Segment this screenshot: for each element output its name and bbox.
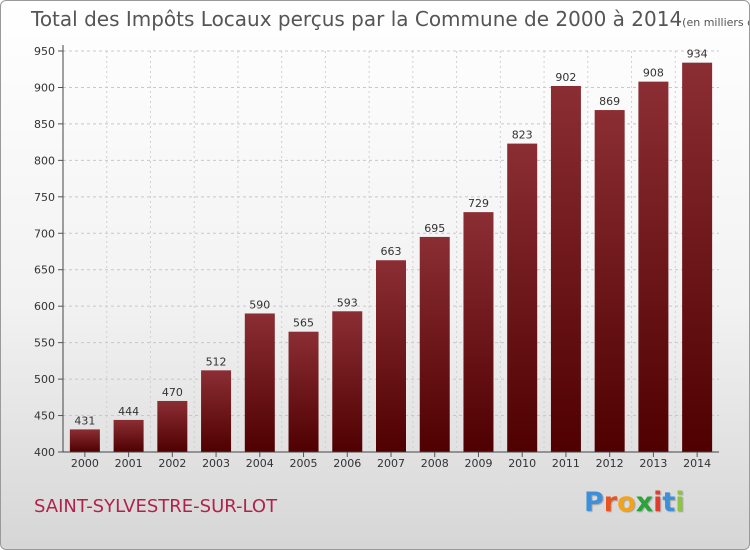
- bar-value-label: 729: [468, 197, 489, 210]
- bar: [594, 110, 625, 452]
- bar: [682, 62, 713, 452]
- logo-letter: r: [603, 487, 618, 518]
- logo-letter: o: [617, 487, 636, 518]
- bar-value-label: 908: [643, 67, 664, 80]
- x-tick-label: 2006: [333, 457, 361, 470]
- x-tick-label: 2001: [115, 457, 143, 470]
- bar-value-label: 934: [687, 48, 708, 61]
- x-tick-label: 2012: [596, 457, 624, 470]
- bar: [638, 81, 669, 452]
- bars: 431 444 470 512 590 565 593 663 695 729 823 902 869 9…: [69, 48, 713, 452]
- bar: [332, 311, 363, 452]
- x-tick-label: 2007: [377, 457, 405, 470]
- bar-value-label: 902: [555, 71, 576, 84]
- bar: [244, 313, 275, 452]
- bar-value-label: 512: [206, 355, 227, 368]
- bar-value-label: 593: [337, 296, 358, 309]
- chart-title-unit: (en milliers d'€): [682, 16, 749, 29]
- bar-value-label: 590: [249, 298, 270, 311]
- x-tick-label: 2013: [639, 457, 667, 470]
- bar-value-label: 444: [118, 405, 139, 418]
- bar: [419, 236, 450, 452]
- proxiti-logo: Proxiti: [584, 487, 685, 518]
- x-tick-label: 2003: [202, 457, 230, 470]
- logo-letter: i: [675, 487, 685, 518]
- bar-value-label: 663: [381, 245, 402, 258]
- x-tick-label: 2004: [246, 457, 274, 470]
- bar: [157, 400, 188, 452]
- logo-letter: P: [584, 487, 604, 518]
- x-tick-label: 2011: [552, 457, 580, 470]
- y-tick-label: 550: [34, 337, 55, 350]
- y-tick-label: 700: [34, 227, 55, 240]
- chart-title: Total des Impôts Locaux perçus par la Co…: [31, 7, 749, 31]
- bar-value-label: 431: [74, 414, 95, 427]
- y-tick-label: 950: [34, 45, 55, 58]
- bar-value-label: 823: [512, 129, 533, 142]
- y-tick-label: 650: [34, 264, 55, 277]
- bar: [507, 143, 538, 452]
- bar: [463, 212, 494, 452]
- logo-letter: x: [635, 487, 654, 518]
- x-tick-label: 2014: [683, 457, 711, 470]
- bar: [201, 370, 232, 452]
- bar-value-label: 470: [162, 386, 183, 399]
- axes: 400 450 500 550 600 650 700 750 800 850 900 950 2000…: [34, 45, 719, 470]
- y-tick-label: 800: [34, 154, 55, 167]
- x-tick-label: 2005: [290, 457, 318, 470]
- y-tick-label: 450: [34, 410, 55, 423]
- bar: [69, 429, 100, 452]
- chart-title-text: Total des Impôts Locaux perçus par la Co…: [31, 7, 683, 31]
- y-tick-label: 900: [34, 81, 55, 94]
- y-tick-label: 500: [34, 373, 55, 386]
- x-tick-label: 2000: [71, 457, 99, 470]
- y-tick-label: 850: [34, 118, 55, 131]
- bar-value-label: 869: [599, 95, 620, 108]
- x-tick-label: 2002: [158, 457, 186, 470]
- y-tick-label: 600: [34, 300, 55, 313]
- bar-value-label: 695: [424, 222, 445, 235]
- logo-letter: t: [662, 487, 676, 518]
- bar: [550, 85, 581, 452]
- logo-letter: i: [653, 487, 663, 518]
- bar: [376, 260, 406, 452]
- x-tick-label: 2010: [508, 457, 536, 470]
- bar: [288, 331, 319, 452]
- x-tick-label: 2009: [464, 457, 492, 470]
- commune-name: SAINT-SYLVESTRE-SUR-LOT: [34, 496, 278, 517]
- y-tick-label: 400: [34, 446, 55, 459]
- x-tick-label: 2008: [421, 457, 449, 470]
- bar: [113, 419, 144, 452]
- bar-value-label: 565: [293, 317, 314, 330]
- y-tick-label: 750: [34, 191, 55, 204]
